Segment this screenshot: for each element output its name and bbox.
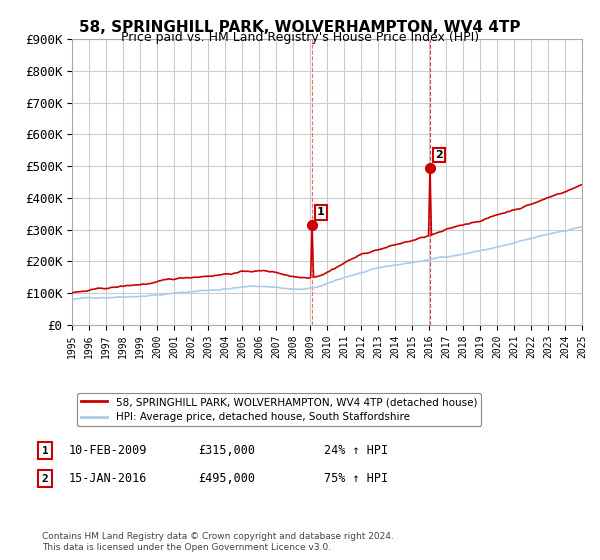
Text: 2: 2 <box>435 150 443 160</box>
Text: 24% ↑ HPI: 24% ↑ HPI <box>324 444 388 458</box>
Text: 15-JAN-2016: 15-JAN-2016 <box>69 472 148 486</box>
Text: 58, SPRINGHILL PARK, WOLVERHAMPTON, WV4 4TP: 58, SPRINGHILL PARK, WOLVERHAMPTON, WV4 … <box>79 20 521 35</box>
Legend: 58, SPRINGHILL PARK, WOLVERHAMPTON, WV4 4TP (detached house), HPI: Average price: 58, SPRINGHILL PARK, WOLVERHAMPTON, WV4 … <box>77 393 481 426</box>
Text: 2: 2 <box>41 474 49 484</box>
Text: 1: 1 <box>41 446 49 456</box>
Text: Price paid vs. HM Land Registry's House Price Index (HPI): Price paid vs. HM Land Registry's House … <box>121 31 479 44</box>
Text: Contains HM Land Registry data © Crown copyright and database right 2024.
This d: Contains HM Land Registry data © Crown c… <box>42 532 394 552</box>
Text: 75% ↑ HPI: 75% ↑ HPI <box>324 472 388 486</box>
Text: £315,000: £315,000 <box>198 444 255 458</box>
Text: 1: 1 <box>317 207 325 217</box>
Text: £495,000: £495,000 <box>198 472 255 486</box>
Text: 10-FEB-2009: 10-FEB-2009 <box>69 444 148 458</box>
